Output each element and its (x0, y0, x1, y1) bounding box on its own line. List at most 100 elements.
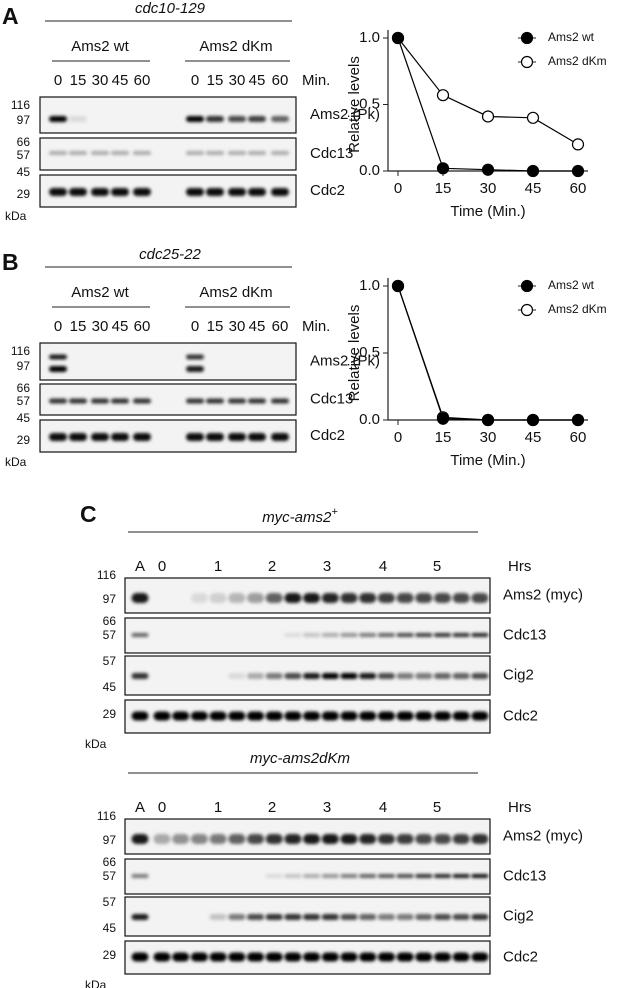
marker-label: 29 (17, 187, 31, 201)
data-point (526, 111, 540, 124)
band (228, 398, 246, 404)
marker-label: 97 (17, 359, 31, 373)
time-label: 0 (191, 72, 199, 89)
band (284, 673, 302, 679)
band (49, 116, 67, 122)
time-label: 45 (112, 318, 129, 335)
y-tick-label: 1.0 (359, 277, 380, 294)
band (359, 874, 377, 878)
bands (131, 711, 489, 721)
marker-unit: kDa (5, 455, 27, 469)
band (111, 398, 129, 404)
data-point (571, 138, 585, 151)
band (415, 952, 433, 962)
x-tick-label: 45 (525, 180, 542, 197)
strain-label: cdc25-22 (139, 246, 201, 263)
band (131, 952, 149, 962)
lane-label: A (135, 799, 145, 816)
band (228, 673, 246, 679)
marker-label: 57 (17, 394, 31, 408)
band (340, 952, 358, 962)
marker-label: 97 (103, 833, 117, 847)
band (228, 188, 246, 196)
band (265, 874, 283, 878)
band (340, 874, 358, 878)
band (186, 354, 204, 360)
marker-label: 57 (103, 628, 117, 642)
band (209, 952, 227, 962)
band (434, 952, 451, 962)
band (303, 633, 321, 637)
band (377, 673, 395, 679)
band (186, 366, 204, 372)
band (209, 914, 227, 920)
band (471, 952, 489, 962)
band (69, 116, 87, 122)
band (452, 914, 470, 920)
band (153, 711, 171, 721)
lane-label: 1 (214, 799, 222, 816)
band (471, 711, 489, 721)
band (49, 398, 67, 404)
lane-label: 1 (214, 558, 222, 575)
marker-label: 57 (103, 654, 117, 668)
row-label: Cdc2 (503, 948, 538, 965)
band (434, 711, 451, 721)
bands (131, 633, 489, 637)
blot-box (39, 342, 297, 381)
band (190, 593, 208, 603)
marker-label: 97 (17, 113, 31, 127)
band (248, 116, 266, 122)
band (396, 874, 414, 878)
time-label: 45 (249, 318, 266, 335)
group-label: Ams2 dKm (199, 38, 272, 55)
band (209, 711, 227, 721)
data-point (526, 164, 540, 178)
band (396, 914, 414, 920)
band (471, 593, 489, 603)
time-label: 30 (229, 318, 246, 335)
x-axis-label: Time (Min.) (450, 203, 525, 220)
blot-box (39, 96, 297, 134)
band (172, 711, 190, 721)
band (206, 116, 224, 122)
band (359, 952, 377, 962)
band (340, 711, 358, 721)
band (186, 433, 204, 441)
row-label: Cig2 (503, 907, 534, 924)
x-tick-label: 30 (480, 429, 497, 446)
band (359, 711, 377, 721)
marker-label: 45 (103, 921, 117, 935)
band (434, 914, 451, 920)
band (284, 711, 302, 721)
band (265, 914, 283, 920)
data-point (481, 110, 495, 123)
strain-superscript: + (331, 506, 338, 518)
marker-label: 66 (103, 855, 117, 869)
band (186, 151, 204, 155)
band (131, 914, 149, 920)
band (271, 188, 289, 196)
data-point (526, 413, 540, 427)
y-axis-label: Relative levels (346, 56, 363, 153)
band (49, 433, 67, 441)
bands (49, 151, 289, 155)
band (228, 834, 246, 844)
band (396, 952, 414, 962)
time-label: 0 (54, 318, 62, 335)
y-tick-label: 0.0 (359, 411, 380, 428)
band (248, 188, 266, 196)
band (228, 433, 246, 441)
band (471, 834, 489, 844)
band (321, 914, 339, 920)
band (434, 593, 451, 603)
time-label: 60 (272, 72, 289, 89)
band (91, 398, 109, 404)
lane-label: 3 (323, 799, 331, 816)
band (377, 914, 395, 920)
band (133, 398, 151, 404)
band (340, 633, 358, 637)
group-label: Ams2 wt (71, 284, 129, 301)
marker-unit: kDa (85, 737, 107, 751)
marker-label: 66 (17, 381, 31, 395)
